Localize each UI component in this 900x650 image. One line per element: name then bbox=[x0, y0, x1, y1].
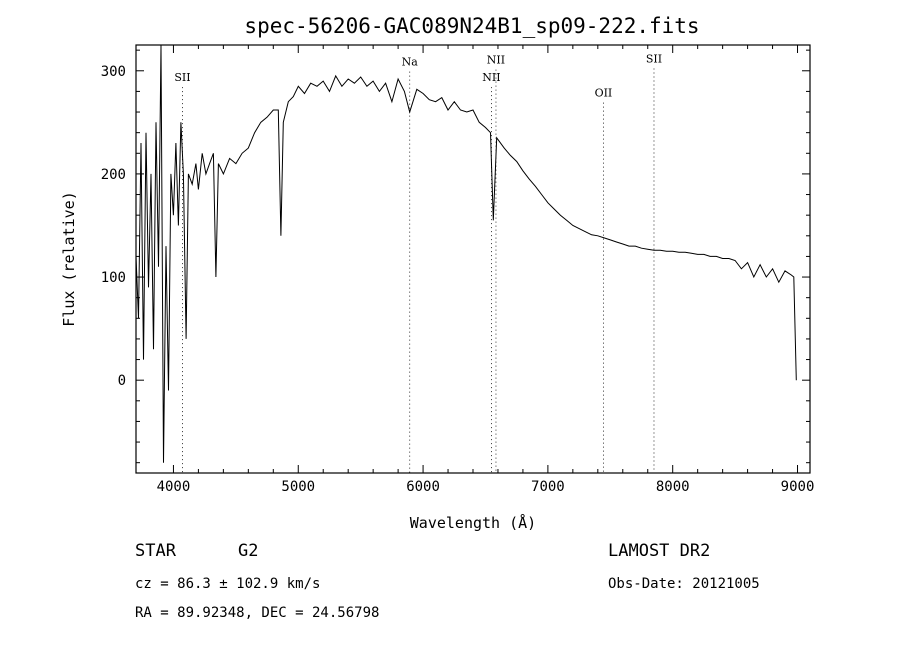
x-axis-label: Wavelength (Å) bbox=[410, 513, 536, 532]
y-tick-label: 0 bbox=[118, 373, 126, 389]
line-marker-label: NII bbox=[487, 54, 505, 67]
y-tick-label: 300 bbox=[101, 64, 126, 80]
x-tick-label: 8000 bbox=[656, 479, 690, 495]
spectrum-line bbox=[135, 44, 797, 463]
x-tick-label: 6000 bbox=[406, 479, 440, 495]
survey-name: LAMOST DR2 bbox=[608, 541, 711, 561]
plot-frame bbox=[135, 44, 811, 474]
line-marker-label: Na bbox=[402, 56, 419, 69]
x-tick-label: 5000 bbox=[281, 479, 315, 495]
y-axis-label: Flux (relative) bbox=[60, 191, 78, 326]
spectral-line-markers: SII Na NII NII OII SII bbox=[174, 53, 662, 473]
object-subclass: G2 bbox=[238, 541, 259, 561]
y-tick-label: 200 bbox=[101, 167, 126, 183]
x-tick-label: 7000 bbox=[531, 479, 565, 495]
line-marker-label: OII bbox=[595, 87, 613, 100]
line-marker-label: SII bbox=[646, 53, 662, 66]
x-tick-label: 4000 bbox=[157, 479, 191, 495]
line-marker-label: SII bbox=[174, 71, 190, 84]
obs-date-text: Obs-Date: 20121005 bbox=[608, 576, 760, 592]
redshift-text: cz = 86.3 ± 102.9 km/s bbox=[135, 576, 321, 592]
axis-ticks: 4000 5000 6000 7000 8000 9000 0 100 200 300 bbox=[101, 45, 815, 495]
object-class: STAR bbox=[135, 541, 176, 561]
x-tick-label: 9000 bbox=[781, 479, 815, 495]
coordinates-text: RA = 89.92348, DEC = 24.56798 bbox=[135, 605, 380, 621]
chart-title: spec-56206-GAC089N24B1_sp09-222.fits bbox=[244, 14, 699, 38]
y-tick-label: 100 bbox=[101, 270, 126, 286]
line-marker-label: NII bbox=[482, 71, 500, 84]
